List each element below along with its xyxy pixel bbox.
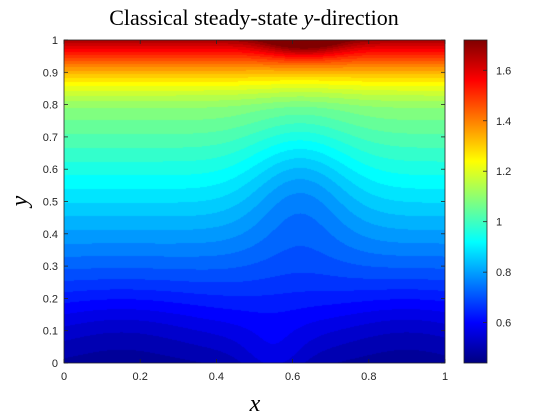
colorbar-tick-label: 0.6 — [496, 318, 511, 330]
x-tick-label: 0.4 — [209, 371, 224, 383]
x-tick-label: 0.6 — [285, 371, 300, 383]
y-tick-label: 0 — [52, 358, 58, 370]
colorbar-gradient — [463, 39, 488, 364]
colorbar-tick-label: 0.8 — [496, 267, 511, 279]
y-tick-label: 0.1 — [43, 326, 58, 338]
x-axis: 0 0.2 0.4 0.6 0.8 1 — [61, 40, 448, 383]
chart-title: Classical steady-state y-direction — [109, 5, 399, 30]
y-tick-label: 0.6 — [43, 164, 58, 176]
y-tick-label: 0.3 — [43, 261, 58, 273]
colorbar-tick-label: 1.4 — [496, 116, 511, 128]
x-tick-label: 0.8 — [361, 371, 376, 383]
colorbar-tick-label: 1.6 — [496, 65, 511, 77]
colorbar: 0.6 0.8 1 1.2 1.4 1.6 — [463, 39, 511, 364]
y-tick-label: 0.4 — [43, 229, 58, 241]
y-axis-label: y — [7, 195, 33, 208]
y-tick-label: 0.5 — [43, 197, 58, 209]
plot-area — [63, 39, 446, 364]
heatmap-field — [64, 40, 445, 363]
y-tick-label: 0.2 — [43, 293, 58, 305]
x-tick-label: 0 — [61, 371, 67, 383]
y-tick-label: 0.7 — [43, 132, 58, 144]
y-tick-label: 0.9 — [43, 67, 58, 79]
y-tick-label: 0.8 — [43, 100, 58, 112]
x-axis-label: x — [249, 391, 261, 417]
x-tick-label: 1 — [442, 371, 448, 383]
colorbar-tick-label: 1.2 — [496, 166, 511, 178]
y-tick-label: 1 — [52, 35, 58, 47]
colorbar-tick-label: 1 — [496, 217, 502, 229]
colorbar-ticks: 0.6 0.8 1 1.2 1.4 1.6 — [483, 65, 511, 330]
x-tick-label: 0.2 — [133, 371, 148, 383]
y-axis: 0 0.1 0.2 0.3 0.4 0.5 0.6 0.7 0.8 0.9 1 — [43, 35, 445, 370]
